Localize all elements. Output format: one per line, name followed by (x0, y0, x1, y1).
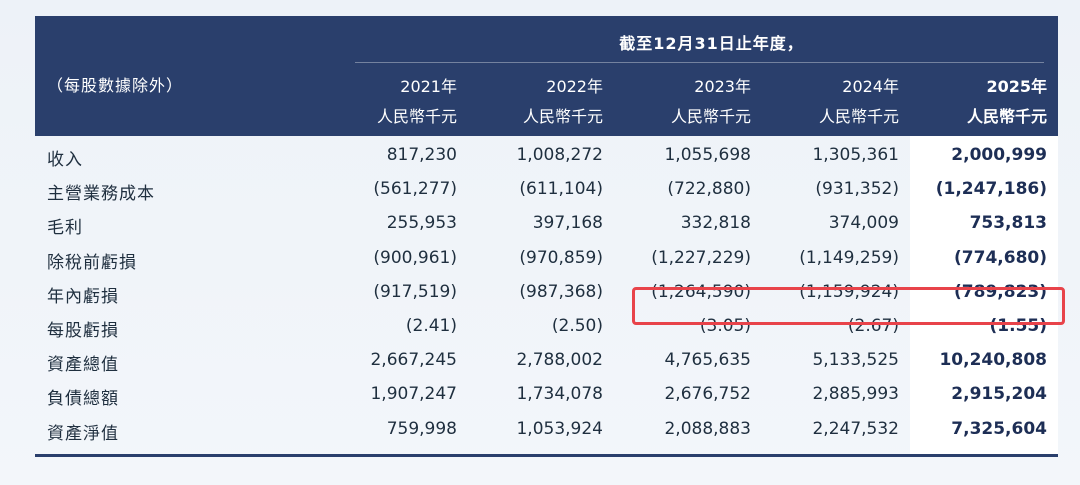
value-cell: 2,676,752 (664, 384, 751, 405)
value-cell: 7,325,604 (951, 418, 1047, 439)
value-cell: 1,305,361 (812, 145, 899, 165)
value-cell: (970,859) (519, 247, 603, 268)
unit-label: 人民幣千元 (670, 107, 751, 126)
value-cell: (2.50) (551, 316, 603, 336)
value-cell: 2,247,532 (812, 418, 899, 439)
table-row: 除稅前虧損 (900,961) (970,859) (1,227,229) (1,149… (35, 244, 1058, 278)
value-cell: 1,055,698 (664, 145, 751, 165)
table-row: 收入 817,230 1,008,272 1,055,698 1,305,361 2,00… (35, 141, 1058, 175)
value-cell: (2.67) (847, 316, 899, 336)
table-body: 收入 817,230 1,008,272 1,055,698 1,305,361 2,00… (35, 136, 1058, 457)
year-label: 2024年 (842, 77, 899, 96)
value-cell: 2,000,999 (951, 145, 1047, 165)
year-header-2025: 2025年 人民幣千元 (925, 72, 1047, 132)
period-divider (355, 62, 1044, 63)
table-row: 資產總值 2,667,245 2,788,002 4,765,635 5,133,525… (35, 346, 1058, 380)
row-label: 年內虧損 (47, 286, 119, 307)
value-cell: (1,159,924) (799, 281, 899, 302)
year-header-2022: 2022年 人民幣千元 (481, 72, 603, 132)
value-cell: 753,813 (969, 213, 1047, 234)
row-label: 每股虧損 (47, 321, 119, 341)
value-cell: 10,240,808 (939, 350, 1047, 371)
value-cell: 1,008,272 (516, 145, 603, 165)
value-cell: 2,885,993 (812, 384, 899, 405)
table-header: 截至12月31日止年度， （每股數據除外） 2021年 人民幣千元 2022年 … (35, 16, 1058, 136)
per-share-note: （每股數據除外） (47, 76, 184, 95)
value-cell: (1.55) (989, 316, 1047, 336)
value-cell: 2,088,883 (664, 418, 751, 439)
year-label: 2025年 (986, 77, 1047, 96)
row-label: 負債總額 (47, 389, 119, 410)
row-label: 收入 (47, 150, 83, 170)
year-header-2021: 2021年 人民幣千元 (335, 72, 457, 132)
value-cell: 255,953 (386, 213, 457, 234)
value-cell: (1,247,186) (935, 179, 1047, 200)
value-cell: 332,818 (680, 213, 751, 234)
value-cell: 5,133,525 (812, 350, 899, 371)
highlight-annotation-box (632, 287, 1065, 325)
value-cell: (917,519) (373, 281, 457, 302)
value-cell: (987,368) (519, 281, 603, 302)
row-label: 資產總值 (47, 355, 119, 376)
value-cell: 1,053,924 (516, 418, 603, 439)
value-cell: (1,227,229) (651, 247, 751, 268)
financial-summary-table: 截至12月31日止年度， （每股數據除外） 2021年 人民幣千元 2022年 … (35, 16, 1058, 457)
unit-label: 人民幣千元 (966, 107, 1047, 126)
current-year-column-bg (910, 136, 1058, 456)
row-label: 毛利 (47, 218, 83, 239)
value-cell: 1,907,247 (370, 384, 457, 405)
value-cell: 1,734,078 (516, 384, 603, 405)
value-cell: (722,880) (667, 179, 751, 200)
year-header-2023: 2023年 人民幣千元 (629, 72, 751, 132)
value-cell: 4,765,635 (664, 350, 751, 371)
table-row: 每股虧損 (2.41) (2.50) (3.05) (2.67) (1.55) (35, 312, 1058, 346)
year-label: 2021年 (400, 77, 457, 96)
year-header-2024: 2024年 人民幣千元 (777, 72, 899, 132)
row-label: 主營業務成本 (47, 184, 155, 205)
table-row: 年內虧損 (917,519) (987,368) (1,264,590) (1,159,… (35, 278, 1058, 312)
unit-label: 人民幣千元 (818, 107, 899, 126)
value-cell: (1,264,590) (651, 281, 751, 302)
value-cell: (3.05) (699, 316, 751, 336)
value-cell: 2,788,002 (516, 350, 603, 371)
table-row: 資產淨值 759,998 1,053,924 2,088,883 2,247,532 7,… (35, 415, 1058, 449)
value-cell: 374,009 (828, 213, 899, 234)
bottom-rule (35, 454, 1058, 457)
value-cell: (1,149,259) (799, 247, 899, 268)
unit-label: 人民幣千元 (376, 107, 457, 126)
value-cell: (900,961) (373, 247, 457, 268)
value-cell: (611,104) (519, 179, 603, 200)
value-cell: (2.41) (405, 316, 457, 336)
value-cell: (931,352) (815, 179, 899, 200)
value-cell: 759,998 (386, 418, 457, 439)
row-label: 除稅前虧損 (47, 252, 137, 273)
value-cell: 397,168 (532, 213, 603, 234)
value-cell: 2,915,204 (951, 384, 1047, 405)
unit-label: 人民幣千元 (522, 107, 603, 126)
table-row: 負債總額 1,907,247 1,734,078 2,676,752 2,885,993… (35, 380, 1058, 414)
value-cell: 2,667,245 (370, 350, 457, 371)
year-label: 2022年 (546, 77, 603, 96)
table-row: 毛利 255,953 397,168 332,818 374,009 753,813 (35, 209, 1058, 243)
year-label: 2023年 (694, 77, 751, 96)
row-label: 資產淨值 (47, 423, 119, 444)
value-cell: (561,277) (373, 179, 457, 200)
value-cell: 817,230 (386, 145, 457, 165)
value-cell: (789,823) (954, 281, 1047, 302)
table-row: 主營業務成本 (561,277) (611,104) (722,880) (931,35… (35, 175, 1058, 209)
period-title: 截至12月31日止年度， (619, 34, 804, 53)
value-cell: (774,680) (954, 247, 1047, 268)
